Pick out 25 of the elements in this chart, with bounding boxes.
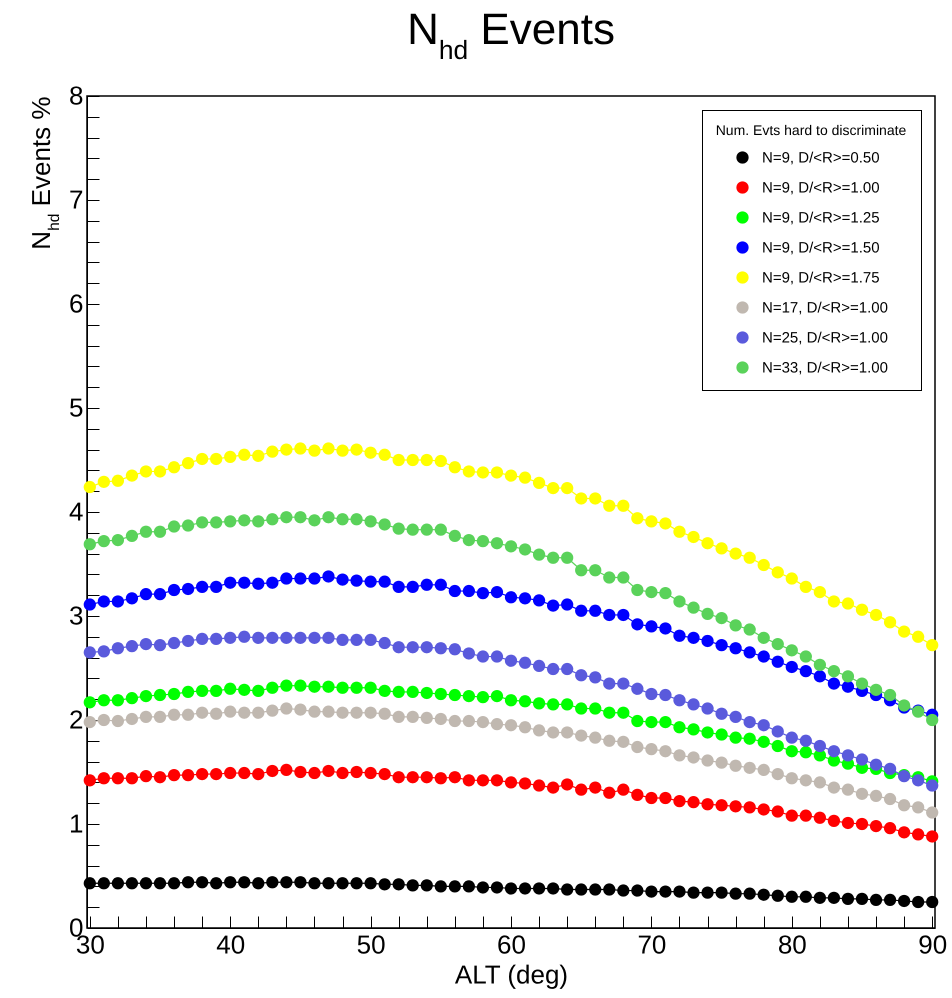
- y-tick-label: 7: [69, 184, 84, 214]
- y-tick-label: 2: [69, 704, 84, 734]
- legend-label: N=9, D/<R>=1.00: [762, 180, 880, 196]
- y-tick-label: 6: [69, 288, 84, 318]
- y-tick-label: 3: [69, 600, 84, 630]
- legend-title: Num. Evts hard to discriminate: [716, 122, 907, 138]
- legend-label: N=9, D/<R>=1.25: [762, 210, 880, 226]
- x-tick-label: 40: [216, 930, 246, 960]
- x-tick-label: 80: [778, 930, 807, 960]
- x-tick-label: 70: [637, 930, 666, 960]
- x-axis-title: ALT (deg): [454, 960, 568, 990]
- x-tick-label: 50: [356, 930, 386, 960]
- y-tick-label: 1: [69, 808, 84, 838]
- x-tick-label: 90: [918, 930, 948, 960]
- legend-label: N=9, D/<R>=0.50: [762, 150, 880, 166]
- y-tick-label: 4: [69, 496, 84, 526]
- legend-label: N=33, D/<R>=1.00: [762, 360, 888, 376]
- y-tick-label: 8: [69, 80, 84, 110]
- legend-label: N=25, D/<R>=1.00: [762, 330, 888, 346]
- y-tick-label: 5: [69, 392, 84, 422]
- legend-label: N=17, D/<R>=1.00: [762, 300, 888, 316]
- x-tick-label: 60: [497, 930, 526, 960]
- legend-label: N=9, D/<R>=1.75: [762, 270, 880, 286]
- chart-title: N$_{hd}$ Events: [407, 5, 615, 65]
- legend-label: N=9, D/<R>=1.50: [762, 240, 880, 256]
